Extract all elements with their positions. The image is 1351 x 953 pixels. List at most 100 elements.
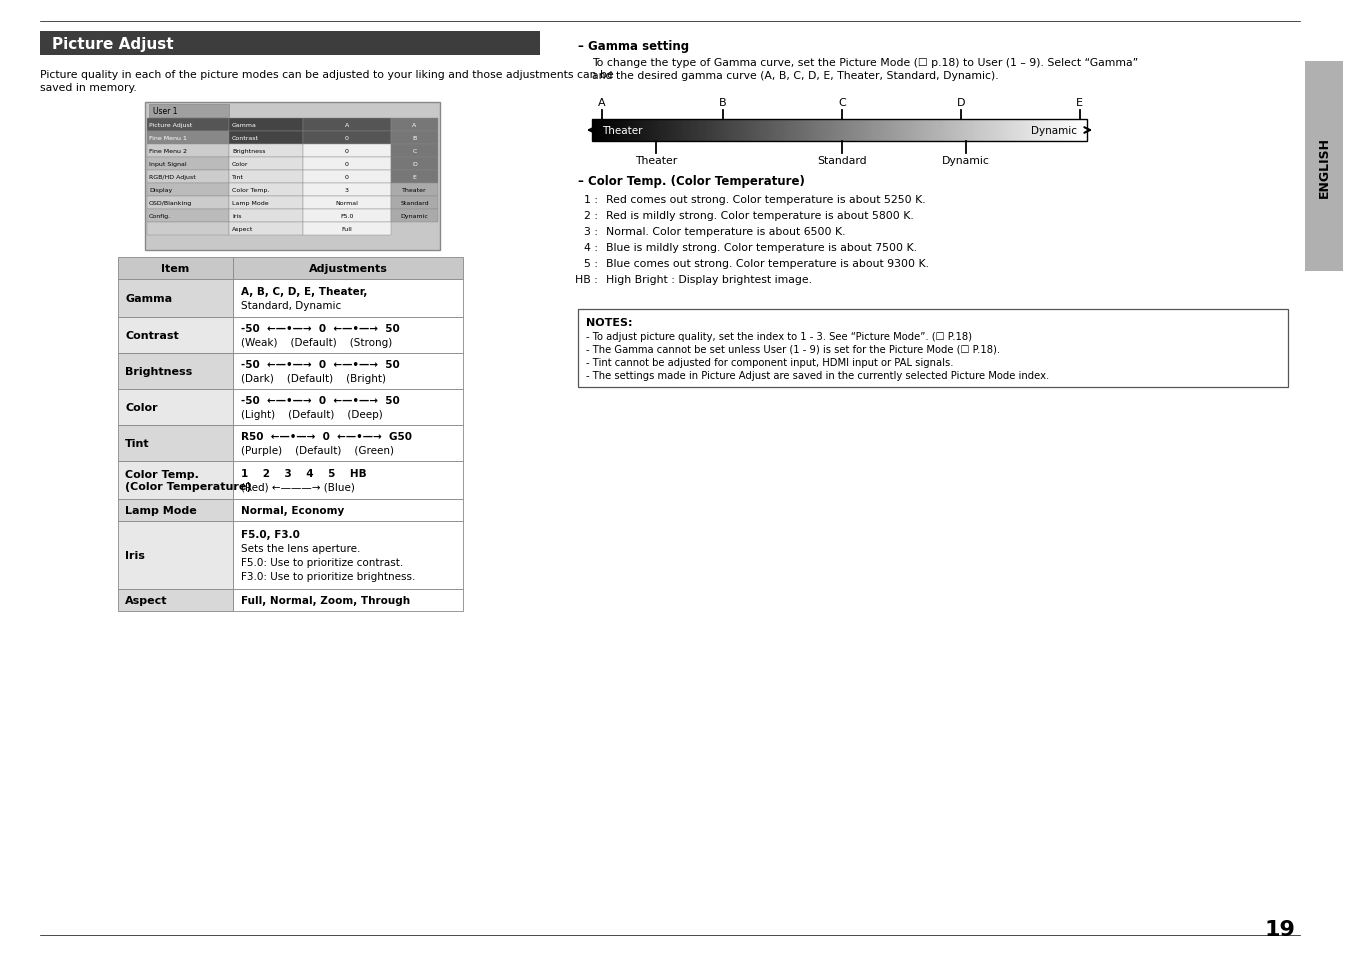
Text: RGB/HD Adjust: RGB/HD Adjust	[149, 174, 196, 180]
Text: Iris: Iris	[126, 551, 145, 560]
Text: A: A	[598, 98, 605, 108]
Text: Dynamic: Dynamic	[1031, 126, 1077, 136]
Text: OSD/Blanking: OSD/Blanking	[149, 201, 192, 206]
Text: -50  ←—•—→  0  ←—•—→  50: -50 ←—•—→ 0 ←—•—→ 50	[240, 324, 400, 334]
Text: Blue is mildly strong. Color temperature is about 7500 K.: Blue is mildly strong. Color temperature…	[607, 243, 917, 253]
Text: User 1: User 1	[153, 107, 177, 116]
Text: Red comes out strong. Color temperature is about 5250 K.: Red comes out strong. Color temperature …	[607, 194, 925, 205]
Bar	[118, 589, 232, 612]
Text: Normal, Economy: Normal, Economy	[240, 505, 345, 516]
Text: Standard: Standard	[400, 201, 428, 206]
Text: Standard, Dynamic: Standard, Dynamic	[240, 301, 342, 311]
Text: Theater: Theater	[403, 188, 427, 193]
Text: F5.0, F3.0: F5.0, F3.0	[240, 530, 300, 539]
Bar	[230, 184, 303, 196]
Text: NOTES:: NOTES:	[586, 317, 632, 328]
Bar	[232, 521, 463, 589]
Text: (Color Temperature): (Color Temperature)	[126, 481, 251, 492]
Text: Aspect: Aspect	[232, 227, 254, 232]
Text: 2 :: 2 :	[584, 211, 598, 221]
Text: Standard: Standard	[817, 156, 867, 166]
Bar	[147, 196, 230, 210]
Text: Picture Adjust: Picture Adjust	[51, 36, 174, 51]
Bar	[230, 196, 303, 210]
Bar	[149, 105, 230, 118]
Bar	[147, 210, 230, 223]
Text: Normal. Color temperature is about 6500 K.: Normal. Color temperature is about 6500 …	[607, 227, 846, 236]
Text: Gamma: Gamma	[232, 123, 257, 128]
Bar	[390, 119, 438, 132]
Text: Blue comes out strong. Color temperature is about 9300 K.: Blue comes out strong. Color temperature…	[607, 258, 929, 269]
Text: 1 :: 1 :	[584, 194, 598, 205]
Text: R50  ←—•—→  0  ←—•—→  G50: R50 ←—•—→ 0 ←—•—→ G50	[240, 432, 412, 441]
Text: 3 :: 3 :	[584, 227, 598, 236]
Bar	[230, 132, 303, 145]
Bar	[1305, 62, 1343, 272]
Bar	[303, 171, 390, 184]
Text: To change the type of Gamma curve, set the Picture Mode (☐ p.18) to User (1 – 9): To change the type of Gamma curve, set t…	[592, 58, 1139, 68]
Bar	[303, 132, 390, 145]
Bar	[232, 317, 463, 354]
Bar	[118, 461, 232, 499]
Text: C: C	[838, 98, 846, 108]
Text: Picture Adjust: Picture Adjust	[149, 123, 192, 128]
Bar	[390, 210, 438, 223]
Text: Brightness: Brightness	[232, 149, 266, 153]
Text: -50  ←—•—→  0  ←—•—→  50: -50 ←—•—→ 0 ←—•—→ 50	[240, 359, 400, 370]
Text: High Bright : Display brightest image.: High Bright : Display brightest image.	[607, 274, 812, 285]
Text: Adjustments: Adjustments	[308, 264, 388, 274]
Bar	[303, 145, 390, 158]
Bar	[232, 461, 463, 499]
Text: (Red) ←———→ (Blue): (Red) ←———→ (Blue)	[240, 482, 355, 493]
Text: 0: 0	[345, 162, 349, 167]
Text: C: C	[412, 149, 416, 153]
Text: B: B	[412, 136, 416, 141]
Text: – Color Temp. (Color Temperature): – Color Temp. (Color Temperature)	[578, 174, 805, 188]
Bar	[303, 184, 390, 196]
Bar	[230, 210, 303, 223]
Bar	[390, 184, 438, 196]
Text: D: D	[412, 162, 417, 167]
Text: Full: Full	[342, 227, 353, 232]
Text: Theater: Theater	[603, 126, 643, 136]
Text: F3.0: Use to prioritize brightness.: F3.0: Use to prioritize brightness.	[240, 572, 415, 581]
Bar	[303, 196, 390, 210]
Bar	[390, 158, 438, 171]
Text: 19: 19	[1265, 919, 1296, 939]
Text: Red is mildly strong. Color temperature is about 5800 K.: Red is mildly strong. Color temperature …	[607, 211, 913, 221]
Bar	[147, 171, 230, 184]
Text: Lamp Mode: Lamp Mode	[126, 505, 197, 516]
Text: 0: 0	[345, 136, 349, 141]
Text: Gamma: Gamma	[126, 294, 172, 304]
Text: 5 :: 5 :	[584, 258, 598, 269]
Text: (Dark)    (Default)    (Bright): (Dark) (Default) (Bright)	[240, 374, 386, 384]
Bar	[118, 390, 232, 426]
Bar	[147, 119, 230, 132]
Text: E: E	[412, 174, 416, 180]
Text: Iris: Iris	[232, 213, 242, 219]
Text: Fine Menu 2: Fine Menu 2	[149, 149, 186, 153]
Text: A: A	[345, 123, 349, 128]
Text: A, B, C, D, E, Theater,: A, B, C, D, E, Theater,	[240, 287, 367, 296]
Text: and the desired gamma curve (A, B, C, D, E, Theater, Standard, Dynamic).: and the desired gamma curve (A, B, C, D,…	[592, 71, 998, 81]
Bar	[232, 257, 463, 280]
Text: Contrast: Contrast	[232, 136, 259, 141]
Text: -50  ←—•—→  0  ←—•—→  50: -50 ←—•—→ 0 ←—•—→ 50	[240, 395, 400, 406]
Text: Color Temp.: Color Temp.	[126, 470, 199, 479]
Bar	[118, 317, 232, 354]
Text: (Purple)    (Default)    (Green): (Purple) (Default) (Green)	[240, 446, 394, 456]
Bar	[303, 158, 390, 171]
Text: (Weak)    (Default)    (Strong): (Weak) (Default) (Strong)	[240, 337, 392, 348]
Bar	[118, 257, 232, 280]
Bar	[303, 119, 390, 132]
Bar	[390, 196, 438, 210]
Bar	[147, 223, 230, 235]
Bar	[41, 32, 540, 56]
Text: F5.0: F5.0	[340, 213, 354, 219]
Text: 3: 3	[345, 188, 349, 193]
Bar	[147, 145, 230, 158]
Text: Theater: Theater	[635, 156, 677, 166]
Bar	[147, 184, 230, 196]
Text: E: E	[1077, 98, 1084, 108]
Text: Aspect: Aspect	[126, 596, 168, 605]
